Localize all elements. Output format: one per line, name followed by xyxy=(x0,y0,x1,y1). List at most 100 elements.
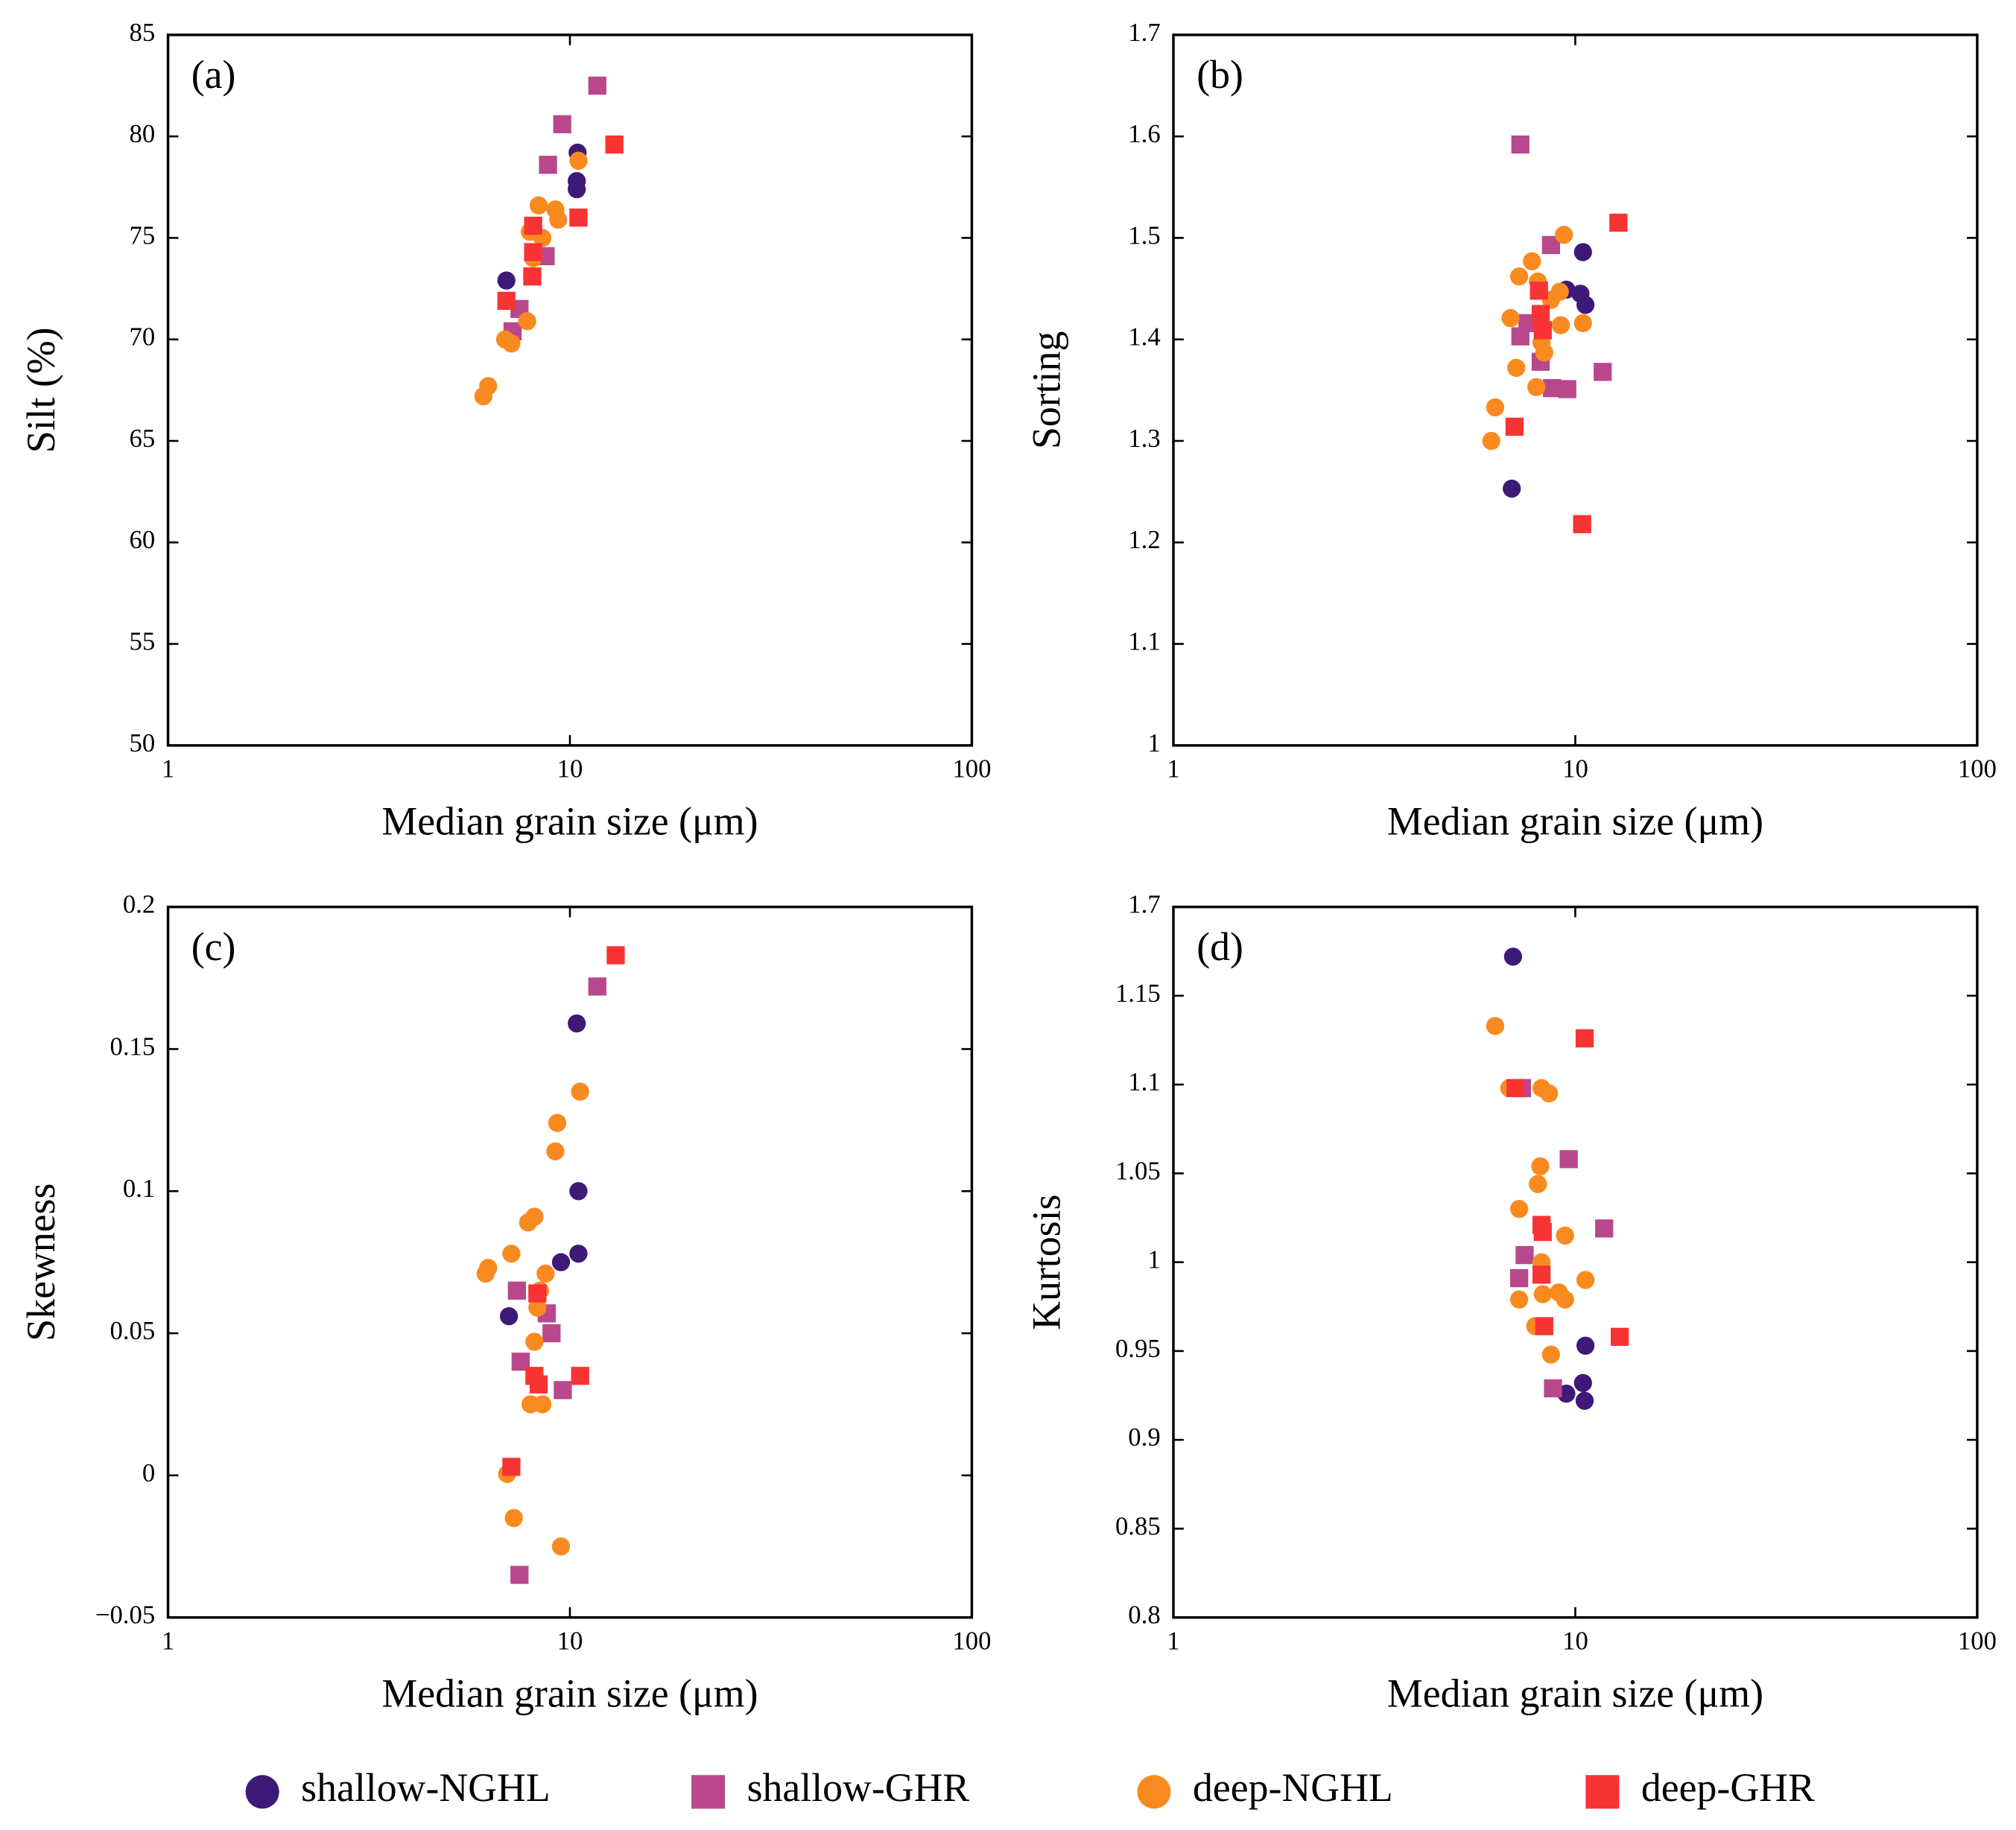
marker-square xyxy=(605,135,624,154)
marker-square xyxy=(507,1281,526,1300)
marker-square xyxy=(1530,282,1548,300)
marker-circle xyxy=(1555,226,1573,244)
marker-circle xyxy=(529,196,548,215)
marker-circle xyxy=(551,1537,571,1556)
marker-square xyxy=(1595,1219,1614,1238)
marker-square xyxy=(524,216,542,235)
marker-circle xyxy=(1507,358,1526,377)
panel-label: (a) xyxy=(191,52,236,97)
marker-circle xyxy=(1482,431,1500,451)
panel-label: (d) xyxy=(1196,924,1243,969)
marker-circle xyxy=(1573,1373,1592,1392)
x-axis-label: Median grain size (μm) xyxy=(381,799,758,844)
marker-circle xyxy=(519,1213,538,1232)
marker-circle xyxy=(499,1307,519,1326)
y-tick-label: 0 xyxy=(142,1458,155,1487)
y-tick-label: 1.2 xyxy=(1128,525,1160,554)
legend-marker xyxy=(691,1775,726,1809)
marker-circle xyxy=(1527,378,1546,396)
marker-circle xyxy=(1541,1345,1560,1364)
y-tick-label: 1.7 xyxy=(1128,890,1160,919)
y-tick-label: 0.05 xyxy=(110,1316,155,1345)
marker-square xyxy=(1573,515,1591,533)
y-tick-label: 1 xyxy=(1147,1245,1160,1274)
y-tick-label: −0.05 xyxy=(95,1601,155,1630)
marker-square xyxy=(1532,1265,1551,1284)
y-tick-label: 1.1 xyxy=(1128,627,1160,656)
marker-circle xyxy=(1573,243,1592,261)
x-tick-label: 10 xyxy=(557,754,583,783)
y-tick-label: 1 xyxy=(1147,728,1160,757)
y-tick-label: 80 xyxy=(130,119,156,148)
marker-circle xyxy=(1575,1391,1594,1410)
marker-circle xyxy=(504,1508,523,1528)
marker-circle xyxy=(1551,316,1570,334)
marker-circle xyxy=(546,1142,565,1160)
marker-circle xyxy=(525,1332,544,1351)
marker-square xyxy=(528,1284,547,1303)
legend-label: shallow-NGHL xyxy=(301,1765,551,1810)
marker-circle xyxy=(1486,398,1505,417)
marker-circle xyxy=(1523,252,1541,270)
y-axis-label: Kurtosis xyxy=(1024,1195,1069,1330)
y-axis-label: Skewness xyxy=(19,1184,63,1341)
marker-circle xyxy=(1531,1157,1550,1176)
marker-circle xyxy=(1556,1290,1574,1309)
plot-frame xyxy=(166,34,974,747)
marker-square xyxy=(569,209,588,227)
marker-circle xyxy=(476,1264,495,1283)
y-tick-label: 75 xyxy=(130,220,156,250)
legend-label: shallow-GHR xyxy=(747,1765,970,1810)
marker-circle xyxy=(569,1245,588,1263)
y-tick-label: 85 xyxy=(130,18,156,47)
y-tick-label: 1.4 xyxy=(1128,323,1160,352)
marker-circle xyxy=(549,210,568,229)
marker-circle xyxy=(1509,267,1529,286)
marker-circle xyxy=(536,1264,555,1283)
marker-circle xyxy=(569,1182,588,1201)
legend-marker xyxy=(1585,1775,1620,1809)
marker-square xyxy=(524,243,542,261)
y-tick-label: 60 xyxy=(130,525,156,554)
y-tick-label: 0.85 xyxy=(1115,1511,1161,1540)
y-tick-label: 0.2 xyxy=(123,890,155,919)
marker-square xyxy=(554,1381,572,1399)
marker-square xyxy=(1533,321,1552,340)
marker-square xyxy=(542,1324,561,1343)
legend-marker xyxy=(245,1775,279,1809)
marker-circle xyxy=(1509,1290,1529,1309)
marker-circle xyxy=(548,1113,567,1132)
y-tick-label: 1.05 xyxy=(1115,1156,1161,1185)
marker-circle xyxy=(1576,296,1595,314)
y-tick-label: 1.7 xyxy=(1128,18,1160,47)
x-axis-label: Median grain size (μm) xyxy=(1387,799,1763,844)
marker-square xyxy=(497,291,516,311)
marker-circle xyxy=(502,1245,521,1263)
y-tick-label: 70 xyxy=(130,323,156,352)
plot-frame xyxy=(1172,905,1979,1619)
marker-square xyxy=(1515,1245,1534,1265)
marker-circle xyxy=(1509,1199,1529,1219)
legend-label: deep-GHR xyxy=(1641,1765,1815,1810)
y-tick-label: 0.15 xyxy=(110,1032,155,1061)
marker-square xyxy=(510,1566,529,1584)
marker-circle xyxy=(497,271,516,290)
marker-circle xyxy=(1539,1084,1559,1103)
marker-square xyxy=(1531,305,1550,323)
marker-square xyxy=(588,977,606,996)
y-tick-label: 50 xyxy=(130,728,156,757)
marker-square xyxy=(1609,213,1628,232)
x-tick-label: 100 xyxy=(1958,754,1997,783)
y-tick-label: 0.95 xyxy=(1115,1334,1161,1363)
marker-square xyxy=(1559,1150,1578,1169)
marker-circle xyxy=(479,377,498,395)
marker-circle xyxy=(1573,314,1592,333)
x-axis-label: Median grain size (μm) xyxy=(1387,1671,1763,1716)
marker-circle xyxy=(1533,1285,1552,1303)
y-tick-label: 55 xyxy=(130,627,156,656)
y-tick-label: 1.15 xyxy=(1115,979,1161,1008)
x-tick-label: 1 xyxy=(1167,754,1179,783)
x-axis-label: Median grain size (μm) xyxy=(381,1671,758,1716)
y-tick-label: 1.3 xyxy=(1128,424,1160,453)
x-tick-label: 1 xyxy=(1167,1626,1179,1655)
